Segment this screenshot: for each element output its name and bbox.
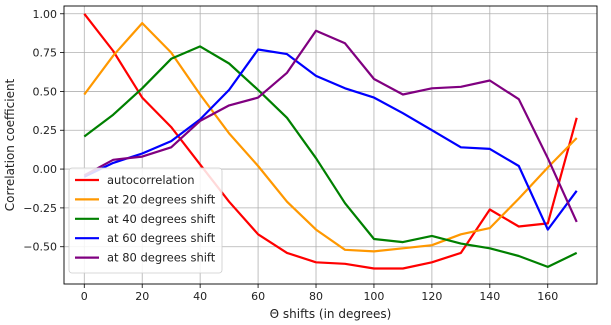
axis-ticks: 0 20 40 60 80 100 120 140 160 1.00 0.75 0.50 0.25 0.0… — [23, 8, 558, 303]
legend-label: at 40 degrees shift — [107, 212, 216, 226]
x-tick-label: 40 — [193, 290, 207, 303]
y-axis-label: Correlation coefficient — [3, 78, 17, 211]
series-line — [83, 48, 578, 231]
x-tick-label: 160 — [537, 290, 558, 303]
series-line — [83, 45, 578, 268]
plot-frame — [63, 5, 598, 285]
y-tick-label: −0.50 — [23, 241, 57, 254]
series-line — [83, 13, 578, 270]
x-tick-label: 20 — [135, 290, 149, 303]
x-tick-label: 140 — [479, 290, 500, 303]
x-tick-label: 80 — [309, 290, 323, 303]
legend: autocorrelation at 20 degrees shift at 40 … — [68, 167, 223, 274]
y-tick-label: −0.25 — [23, 202, 57, 215]
series-line — [83, 22, 578, 253]
y-tick-label: 0.50 — [33, 85, 58, 98]
series-line — [83, 29, 578, 223]
legend-label: autocorrelation — [107, 173, 195, 187]
x-axis-label: Θ shifts (in degrees) — [270, 307, 392, 321]
y-tick-label: 0.25 — [33, 124, 58, 137]
grid — [64, 6, 597, 284]
x-tick-label: 100 — [363, 290, 384, 303]
legend-box — [68, 167, 223, 274]
x-tick-label: 0 — [81, 290, 88, 303]
y-tick-label: 1.00 — [33, 8, 58, 21]
x-tick-label: 60 — [251, 290, 265, 303]
x-tick-label: 120 — [421, 290, 442, 303]
legend-label: at 60 degrees shift — [107, 231, 216, 245]
legend-label: at 80 degrees shift — [107, 251, 216, 265]
y-tick-label: 0.75 — [33, 47, 58, 60]
legend-label: at 20 degrees shift — [107, 192, 216, 206]
series-lines — [83, 13, 578, 270]
y-tick-label: 0.00 — [33, 163, 58, 176]
